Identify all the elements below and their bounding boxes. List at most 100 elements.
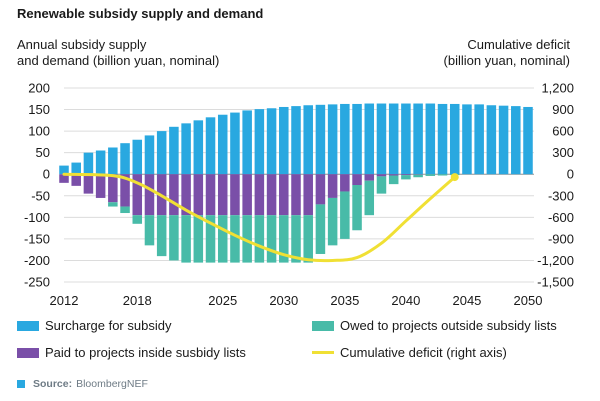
bar-surcharge [523,106,533,175]
legend-swatch-owed [312,320,334,331]
legend-swatch-surcharge [17,320,39,331]
bar-surcharge [327,104,338,175]
bar-surcharge [254,109,265,175]
bar-paid-inside-lists [242,174,252,216]
bar-paid-inside-lists [352,174,362,185]
bar-owed-outside-lists [156,215,167,257]
y-right-tick-label: 0 [567,167,574,182]
bar-owed-outside-lists [169,215,179,261]
y-right-tick-label: 900 [552,102,574,117]
y-right-tick-label: -300 [548,188,574,203]
bar-owed-outside-lists [279,215,289,263]
bar-surcharge [108,147,118,175]
right-axis-label: Cumulative deficit (billion yuan, nomina… [444,37,570,69]
bar-surcharge [401,103,411,175]
y-left-tick-label: 0 [43,167,50,182]
bar-paid-inside-lists [327,174,338,198]
bar-surcharge [364,103,375,175]
bar-surcharge [388,103,399,175]
bar-surcharge [95,150,106,175]
bar-surcharge [120,143,130,175]
bar-paid-inside-lists [120,174,130,207]
bar-surcharge [59,165,69,175]
y-left-tick-label: 200 [28,81,50,96]
legend-label-owed: Owed to projects outside subsidy lists [340,318,557,333]
bar-paid-inside-lists [59,174,69,183]
bar-owed-outside-lists [132,215,143,224]
bar-owed-outside-lists [144,215,155,246]
chart-svg: 200 150 100 50 0 -50 -100 -150 -200 -250 1,200 900 6… [24,81,574,309]
bar-owed-outside-lists [425,174,436,176]
bar-surcharge [315,104,326,175]
y-right-tick-label: 600 [552,124,574,139]
bar-surcharge [291,106,301,175]
source-label: Source: [33,378,73,390]
bar-owed-outside-lists [327,197,338,246]
y-right-tick-label: -900 [548,231,574,246]
y-left-tick-label: -50 [31,188,50,203]
x-tick-label: 2040 [391,293,420,308]
bar-surcharge [242,110,252,175]
bar-surcharge [132,139,143,175]
left-axis-label: Annual subsidy supply and demand (billio… [17,37,219,69]
bar-surcharge [437,103,448,175]
x-tick-label: 2045 [452,293,481,308]
bar-paid-inside-lists [71,174,81,186]
chart-title: Renewable subsidy supply and demand [17,6,264,21]
bar-surcharge [230,112,240,175]
bar-owed-outside-lists [291,215,301,263]
legend-item-deficit: Cumulative deficit (right axis) [312,345,507,360]
bar-owed-outside-lists [108,202,118,207]
bar-paid-inside-lists [169,174,179,216]
bar-surcharge [71,162,81,175]
bar-owed-outside-lists [230,215,240,263]
bar-surcharge [474,104,484,175]
x-tick-label: 2018 [123,293,152,308]
bar-surcharge [169,126,179,175]
bar-surcharge [279,106,289,175]
bar-paid-inside-lists [132,174,143,216]
bar-surcharge [498,105,509,175]
left-axis-label-line2: and demand (billion yuan, nominal) [17,53,220,68]
bar-surcharge [217,114,228,175]
right-axis-label-line1: Cumulative deficit [467,37,570,52]
bar-paid-inside-lists [315,174,326,205]
bar-paid-inside-lists [401,174,411,176]
y-left-tick-label: -250 [24,275,50,290]
bar-paid-inside-lists [303,174,313,216]
left-axis-label-line1: Annual subsidy supply [17,37,147,52]
y-right-tick-label: -1,200 [537,253,574,268]
bar-surcharge [303,105,313,175]
bar-paid-inside-lists [95,174,106,198]
bar-paid-inside-lists [217,174,228,216]
bar-owed-outside-lists [401,175,411,180]
bar-surcharge [83,152,94,175]
bar-owed-outside-lists [120,206,130,214]
bar-paid-inside-lists [291,174,301,216]
bar-paid-inside-lists [279,174,289,216]
bar-owed-outside-lists [181,215,191,263]
bar-paid-inside-lists [266,174,277,216]
right-axis-label-line2: (billion yuan, nominal) [443,53,570,68]
y-left-tick-label: 100 [28,124,50,139]
y-right-tick-label: -1,500 [537,275,574,290]
legend-label-deficit: Cumulative deficit (right axis) [340,345,507,360]
bar-owed-outside-lists [388,175,399,185]
bar-paid-inside-lists [181,174,191,216]
bar-surcharge [425,103,436,175]
bar-surcharge [449,103,460,175]
axis-ticks: 200 150 100 50 0 -50 -100 -150 -200 -250 1,200 900 6… [24,81,574,309]
bar-surcharge [486,105,497,175]
legend-swatch-paid [17,347,39,358]
bar-surcharge [193,120,204,175]
x-tick-label: 2012 [50,293,79,308]
deficit-line [62,172,457,263]
bar-surcharge [413,103,423,175]
bar-paid-inside-lists [340,174,350,192]
legend-label-paid: Paid to projects inside susbidy lists [45,345,246,360]
legend-label-surcharge: Surcharge for subsidy [45,318,172,333]
legend-item-paid: Paid to projects inside susbidy lists [17,345,246,360]
x-tick-label: 2025 [208,293,237,308]
bar-owed-outside-lists [376,176,387,194]
bar-owed-outside-lists [193,215,204,263]
